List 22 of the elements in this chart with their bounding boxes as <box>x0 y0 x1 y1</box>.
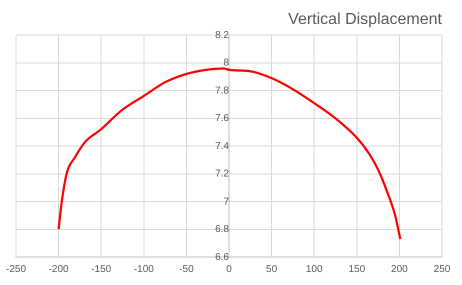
x-tick-label: 200 <box>391 264 408 275</box>
y-tick-label: 6.8 <box>215 224 230 236</box>
x-tick-label: 50 <box>266 264 278 275</box>
chart-title: Vertical Displacement <box>288 11 443 28</box>
y-tick-label: 7 <box>223 196 230 208</box>
y-tick-label: 7.2 <box>215 168 230 180</box>
y-tick-label: 6.6 <box>215 252 230 263</box>
x-tick-label: 100 <box>306 264 323 275</box>
x-tick-label: -50 <box>179 264 194 275</box>
y-tick-label: 7.8 <box>215 85 230 96</box>
x-tick-label: 250 <box>434 264 451 275</box>
x-tick-label: 150 <box>348 264 366 275</box>
x-tick-label: 0 <box>226 264 232 275</box>
y-tick-label: 7.4 <box>215 140 230 152</box>
x-tick-label: -150 <box>91 264 112 275</box>
y-tick-label: 7.6 <box>215 113 230 124</box>
x-tick-label: -100 <box>134 264 154 275</box>
line-series <box>58 67 402 240</box>
x-tick-label: -200 <box>48 264 70 275</box>
y-tick-label: 8 <box>223 58 230 69</box>
x-tick-label: -250 <box>6 264 26 275</box>
y-tick-label: 8.2 <box>215 30 230 41</box>
